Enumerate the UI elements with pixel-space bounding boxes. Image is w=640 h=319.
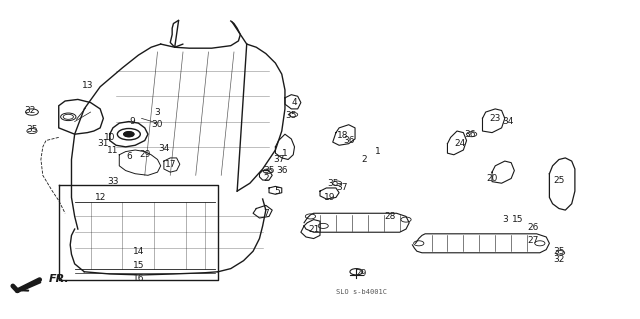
- Text: 35: 35: [263, 166, 275, 175]
- Text: 36: 36: [464, 130, 476, 139]
- Text: 3: 3: [502, 215, 508, 224]
- Text: 21: 21: [308, 225, 319, 234]
- Text: 3: 3: [155, 108, 161, 116]
- Text: 29: 29: [356, 269, 367, 278]
- Text: 35: 35: [26, 125, 38, 134]
- Circle shape: [124, 132, 134, 137]
- Text: 18: 18: [337, 131, 348, 140]
- Text: 2: 2: [263, 174, 269, 183]
- Text: 29: 29: [139, 150, 150, 159]
- Text: 35: 35: [285, 111, 297, 120]
- Text: 25: 25: [553, 175, 564, 185]
- Text: 34: 34: [502, 117, 514, 126]
- Text: 24: 24: [454, 139, 466, 148]
- Text: 35: 35: [553, 247, 564, 256]
- Text: 16: 16: [132, 274, 144, 283]
- Text: 14: 14: [132, 247, 144, 256]
- Text: 34: 34: [158, 144, 170, 153]
- Text: 36: 36: [276, 166, 287, 175]
- Text: 15: 15: [132, 261, 144, 270]
- Text: SLO s-b4001C: SLO s-b4001C: [336, 289, 387, 295]
- Text: 9: 9: [129, 117, 135, 126]
- Text: 11: 11: [107, 145, 118, 154]
- Text: 6: 6: [126, 152, 132, 161]
- Text: 2: 2: [362, 155, 367, 164]
- Text: 36: 36: [343, 136, 355, 145]
- Text: FR.: FR.: [49, 274, 70, 284]
- Text: 17: 17: [164, 160, 176, 169]
- Text: 13: 13: [82, 81, 93, 90]
- Text: 28: 28: [385, 212, 396, 221]
- Text: 4: 4: [292, 98, 298, 107]
- Text: 15: 15: [512, 215, 524, 224]
- Text: 32: 32: [553, 255, 564, 263]
- Text: 33: 33: [107, 177, 118, 186]
- Text: 12: 12: [95, 193, 106, 202]
- Text: 1: 1: [282, 149, 288, 158]
- Text: 35: 35: [327, 179, 339, 188]
- Text: 23: 23: [490, 114, 501, 123]
- Text: 1: 1: [374, 147, 380, 156]
- Text: 30: 30: [152, 120, 163, 129]
- Text: 27: 27: [528, 236, 539, 245]
- Text: 10: 10: [104, 133, 115, 142]
- Text: 20: 20: [486, 174, 498, 183]
- Text: 19: 19: [324, 193, 335, 202]
- Text: 37: 37: [273, 155, 284, 164]
- Text: 5: 5: [274, 187, 280, 196]
- Text: 32: 32: [24, 106, 36, 115]
- Text: 26: 26: [528, 223, 539, 232]
- Text: 31: 31: [97, 139, 109, 148]
- Text: 7: 7: [263, 209, 269, 218]
- Text: 37: 37: [337, 183, 348, 192]
